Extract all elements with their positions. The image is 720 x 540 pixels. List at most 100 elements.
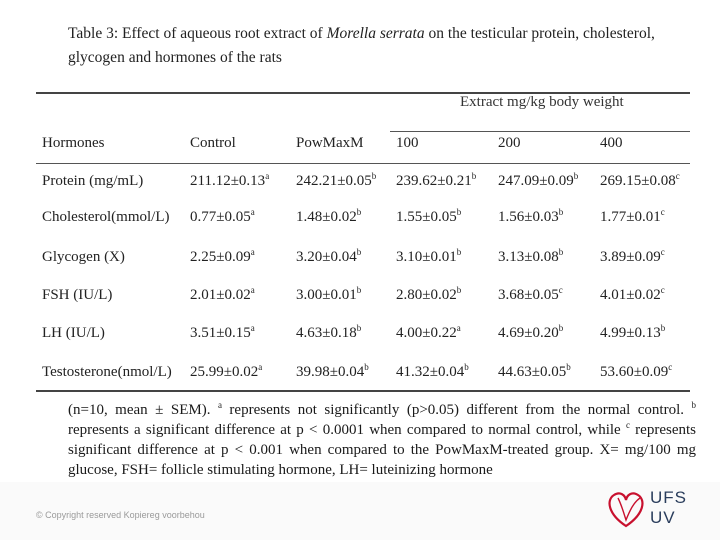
header-dose-100: 100 (396, 135, 419, 151)
cell-value: 269.15±0.08 (600, 173, 676, 189)
caption-species: Morella serrata (326, 25, 425, 42)
copyright-text: © Copyright reserved Kopiereg voorbehou (36, 510, 205, 520)
cell-value: 1.55±0.05 (396, 209, 457, 225)
cell-value: 239.62±0.21 (396, 173, 472, 189)
cell-value: 2.01±0.02 (190, 287, 251, 303)
header-powmaxm: PowMaxM (296, 135, 364, 151)
cell-superscript: c (675, 171, 680, 181)
table-cell: 239.62±0.21b (396, 171, 477, 190)
footnote-part-3: represents a significant difference at p… (68, 422, 626, 438)
cell-value: 0.77±0.05 (190, 209, 251, 225)
table-cell: 4.69±0.20b (498, 323, 564, 342)
caption-prefix: Table 3: Effect of aqueous root extract … (68, 25, 327, 42)
cell-superscript: a (250, 247, 255, 257)
cell-value: 4.99±0.13 (600, 325, 661, 341)
cell-value: 242.21±0.05 (296, 173, 372, 189)
table-cell: 4.00±0.22a (396, 324, 461, 342)
cell-value: 1.56±0.03 (498, 209, 559, 225)
header-hormones: Hormones (42, 135, 105, 151)
table-cell: 247.09±0.09b (498, 172, 578, 190)
cell-superscript: b (356, 323, 362, 333)
cell-superscript: b (371, 171, 377, 181)
cell-superscript: c (668, 362, 673, 372)
table-cell: 3.20±0.04b (296, 247, 362, 266)
cell-superscript: b (471, 171, 477, 181)
footnote-part-1: (n=10, mean ± SEM). (68, 402, 218, 418)
table-cell: 3.13±0.08b (498, 247, 564, 266)
table-bottom-rule (36, 390, 690, 392)
footnote-sup-b: b (691, 400, 697, 410)
cell-superscript: a (265, 171, 270, 181)
footnote-part-4: represents significant difference at p <… (68, 422, 696, 478)
cell-superscript: c (660, 247, 665, 257)
cell-superscript: b (566, 362, 571, 372)
footnote-sup-c: c (625, 420, 630, 430)
logo-text-uv: UV (650, 508, 676, 527)
cell-value: 3.89±0.09 (600, 249, 661, 265)
cell-superscript: b (464, 362, 469, 372)
table-cell: 3.68±0.05c (498, 285, 563, 304)
cell-superscript: a (250, 285, 255, 295)
table-cell: 4.99±0.13b (600, 324, 665, 342)
footnote-part-2: represents not significantly (p>0.05) di… (221, 402, 692, 418)
table-cell: 25.99±0.02a (190, 362, 263, 381)
row-label: Cholesterol(mmol/L) (42, 209, 170, 225)
header-dose-200: 200 (498, 135, 521, 151)
table-cell: 39.98±0.04b (296, 363, 369, 381)
cell-superscript: b (558, 247, 564, 257)
cell-superscript: b (456, 207, 462, 217)
cell-value: 3.51±0.15 (190, 325, 251, 341)
cell-superscript: a (250, 323, 255, 333)
table-cell: 1.55±0.05b (396, 207, 462, 226)
table-cell: 242.21±0.05b (296, 171, 377, 190)
header-bottom-rule (36, 163, 690, 164)
table-cell: 3.89±0.09c (600, 247, 665, 266)
cell-value: 3.20±0.04 (296, 249, 357, 265)
table-cell: 3.00±0.01b (296, 286, 361, 304)
ufs-heart-logo-icon (608, 492, 644, 528)
cell-value: 53.60±0.09 (600, 364, 669, 380)
cell-value: 3.68±0.05 (498, 287, 559, 303)
table-cell: 0.77±0.05a (190, 207, 255, 226)
row-label: Testosterone(nmol/L) (42, 364, 172, 380)
table-cell: 4.63±0.18b (296, 323, 362, 342)
cell-superscript: c (660, 207, 665, 217)
cell-superscript: b (456, 285, 462, 295)
cell-superscript: c (558, 285, 563, 295)
table-footnote: (n=10, mean ± SEM). a represents not sig… (68, 400, 696, 480)
table-top-rule (36, 92, 690, 94)
table-cell: 2.80±0.02b (396, 285, 462, 304)
cell-value: 3.00±0.01 (296, 287, 357, 303)
cell-superscript: a (250, 207, 255, 217)
cell-value: 44.63±0.05 (498, 364, 567, 380)
row-label: Glycogen (X) (42, 249, 125, 265)
cell-value: 211.12±0.13 (190, 173, 266, 189)
cell-value: 4.69±0.20 (498, 325, 559, 341)
table-cell: 211.12±0.13a (190, 171, 270, 190)
cell-superscript: b (356, 247, 362, 257)
cell-value: 2.80±0.02 (396, 287, 457, 303)
cell-value: 3.10±0.01 (396, 249, 457, 265)
table-cell: 53.60±0.09c (600, 362, 673, 381)
cell-superscript: a (258, 362, 263, 372)
footer-band (0, 482, 720, 540)
row-label: Protein (mg/mL) (42, 173, 144, 189)
table-cell: 2.01±0.02a (190, 285, 255, 304)
table-cell: 2.25±0.09a (190, 247, 255, 266)
table-cell: 1.48±0.02b (296, 207, 362, 226)
cell-superscript: b (356, 207, 362, 217)
table-cell: 3.10±0.01b (396, 247, 462, 266)
cell-superscript: b (456, 247, 462, 257)
table-caption: Table 3: Effect of aqueous root extract … (68, 22, 708, 70)
cell-superscript: c (660, 285, 665, 295)
footnote-sup-a: a (217, 400, 222, 410)
cell-value: 25.99±0.02 (190, 364, 259, 380)
cell-superscript: b (558, 323, 564, 333)
cell-value: 1.48±0.02 (296, 209, 357, 225)
table-cell: 41.32±0.04b (396, 362, 469, 381)
table-cell: 3.51±0.15a (190, 323, 255, 342)
row-label: FSH (IU/L) (42, 287, 113, 303)
header-dose-400: 400 (600, 135, 623, 151)
table-cell: 4.01±0.02c (600, 285, 665, 304)
header-control: Control (190, 135, 236, 151)
